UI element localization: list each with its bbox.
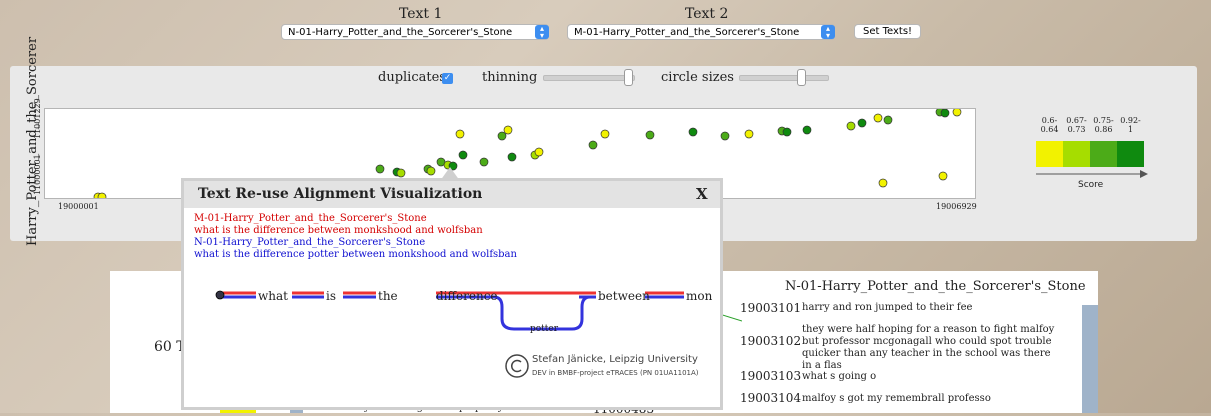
- dot: [688, 127, 698, 137]
- row-text: what s going o: [802, 371, 877, 382]
- dot: [782, 127, 792, 137]
- dot: [534, 147, 544, 157]
- y-axis-title: Harry_Potter_and_the_Sorcerer: [25, 36, 40, 246]
- dot: [375, 164, 385, 174]
- copyright-name: Stefan Jänicke, Leipzig University: [532, 354, 698, 365]
- dotplot-svg: [93, 109, 962, 198]
- popup-pointer: [440, 167, 460, 181]
- legend-swatch-4: [1117, 141, 1144, 167]
- duplicates-checkbox[interactable]: ✓: [442, 73, 453, 84]
- legend-score-label: Score: [1078, 180, 1104, 190]
- thinning-slider[interactable]: [543, 75, 635, 81]
- legend-range-4: 0.92- 1: [1120, 116, 1141, 134]
- blue-path: [220, 295, 684, 331]
- alignment-popup: Text Re-use Alignment Visualization X M-…: [181, 178, 723, 410]
- row-text: malfoy s got my remembrall professo: [802, 393, 991, 404]
- row-id: 19003104: [740, 391, 802, 405]
- n-source-title: N-01-Harry_Potter_and_the_Sorcerer's_Sto…: [194, 237, 426, 248]
- right-scrollbar[interactable]: [1082, 305, 1098, 413]
- text1-select[interactable]: N-01-Harry_Potter_and_the_Sorcerer's_Sto…: [281, 24, 549, 40]
- y-tick-low: 11000001: [33, 154, 42, 195]
- circle-sizes-slider[interactable]: [739, 75, 829, 81]
- legend-swatch-1: [1036, 141, 1063, 167]
- close-icon[interactable]: X: [696, 185, 708, 203]
- word: between: [598, 289, 650, 303]
- detour-word: potter: [530, 324, 559, 334]
- row-id: 19003101: [740, 301, 802, 315]
- dot: [448, 161, 458, 171]
- legend-swatch-3: [1090, 141, 1117, 167]
- dot: [588, 140, 598, 150]
- dot: [396, 168, 406, 178]
- m-source-text: what is the difference between monkshood…: [194, 225, 483, 236]
- popup-title: Text Re-use Alignment Visualization: [198, 186, 483, 202]
- n-source-text: what is the difference potter between mo…: [194, 249, 517, 260]
- dot: [720, 131, 730, 141]
- left-count: 60 T: [154, 339, 186, 355]
- dot: [600, 129, 610, 139]
- dot: [503, 125, 513, 135]
- legend-range-2: 0.67- 0.73: [1066, 116, 1087, 134]
- word: what: [258, 289, 288, 303]
- text2-select[interactable]: M-01-Harry_Potter_and_the_Sorcerer's_Sto…: [567, 24, 835, 40]
- word: the: [378, 289, 398, 303]
- row-text: harry and ron jumped to their fee: [802, 302, 973, 313]
- dot: [458, 150, 468, 160]
- circle-sizes-label: circle sizes: [661, 70, 734, 85]
- dot: [97, 192, 107, 198]
- thinning-label: thinning: [482, 70, 538, 85]
- dot: [507, 152, 517, 162]
- y-tick-high: 11001229: [33, 98, 42, 139]
- duplicates-label: duplicates: [378, 70, 446, 85]
- dot: [645, 130, 655, 140]
- dot: [857, 118, 867, 128]
- x-tick-right: 19006929: [936, 202, 977, 211]
- dot: [938, 171, 948, 181]
- circle-sizes-slider-handle[interactable]: [797, 69, 806, 86]
- legend-swatch-2: [1063, 141, 1090, 167]
- set-texts-button[interactable]: Set Texts!: [854, 24, 922, 39]
- dot: [455, 129, 465, 139]
- word: is: [326, 289, 336, 303]
- right-text-title: N-01-Harry_Potter_and_the_Sorcerer's_Sto…: [785, 279, 1086, 294]
- dot: [952, 109, 962, 117]
- dot: [426, 166, 436, 176]
- dot: [479, 157, 489, 167]
- copyright-sub: DEV in BMBF-project eTRACES (PN 01UA1101…: [532, 369, 699, 377]
- x-tick-left: 19000001: [58, 202, 99, 211]
- start-node: [215, 290, 225, 300]
- dot: [873, 113, 883, 123]
- row-text: they were half hoping for a reason to fi…: [802, 324, 1055, 371]
- dot: [497, 131, 507, 141]
- copyright-icon: [505, 354, 529, 378]
- text1-label: Text 1: [399, 6, 443, 22]
- text2-label: Text 2: [685, 6, 729, 22]
- word: difference: [436, 289, 498, 303]
- thinning-slider-handle[interactable]: [624, 69, 633, 86]
- word: mon: [686, 289, 713, 303]
- m-source-title: M-01-Harry_Potter_and_the_Sorcerer's_Sto…: [194, 213, 427, 224]
- legend-arrow-icon: [1036, 170, 1148, 178]
- dot: [940, 109, 950, 118]
- popup-header: Text Re-use Alignment Visualization X: [184, 181, 720, 208]
- row-id: 19003103: [740, 369, 802, 383]
- legend-range-1: 0.6- 0.64: [1040, 116, 1059, 134]
- text1-select-arrow-icon[interactable]: ▴ ▾: [535, 25, 549, 40]
- dot: [883, 115, 893, 125]
- text2-select-arrow-icon[interactable]: ▴ ▾: [821, 25, 835, 40]
- dot: [878, 178, 888, 188]
- dot: [802, 125, 812, 135]
- alignment-graph: [215, 290, 684, 331]
- dot: [744, 129, 754, 139]
- dot: [846, 121, 856, 131]
- legend-range-3: 0.75- 0.86: [1093, 116, 1114, 134]
- row-id: 19003102: [740, 334, 802, 348]
